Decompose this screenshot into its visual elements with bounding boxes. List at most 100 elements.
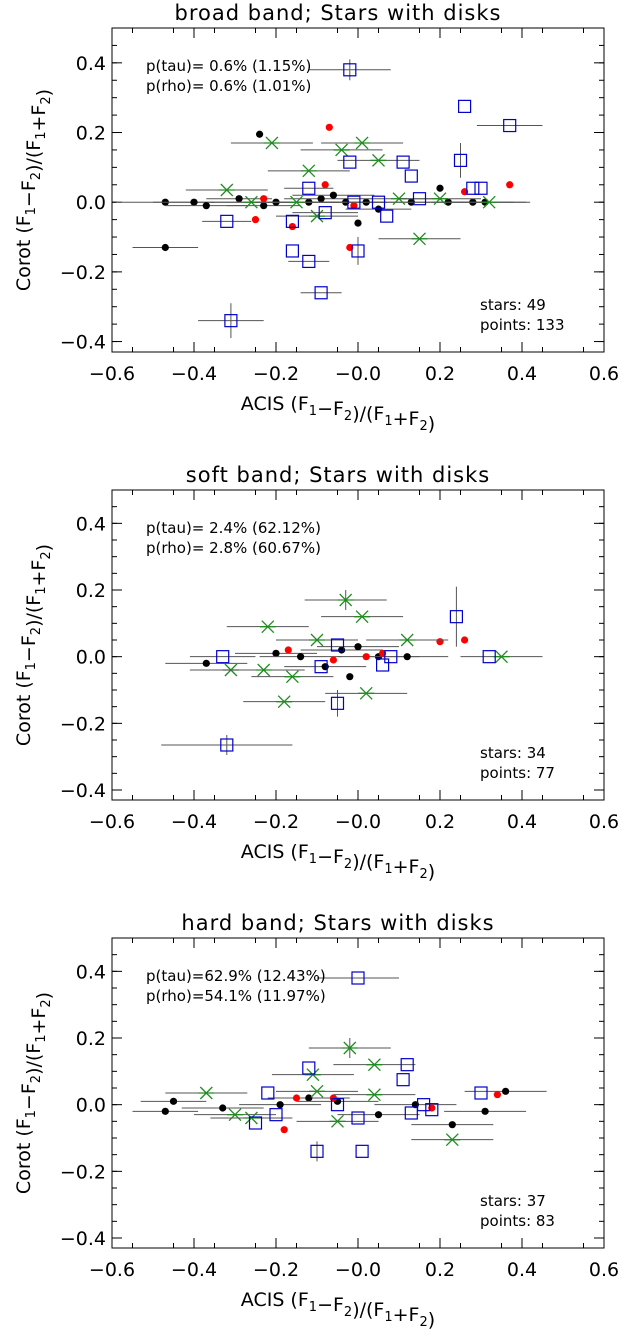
- point-marker: [444, 1133, 461, 1147]
- data-point-cross: [321, 610, 404, 624]
- point-marker: [285, 244, 299, 258]
- point-marker: [309, 633, 325, 647]
- point-marker: [260, 202, 268, 210]
- point-marker: [321, 181, 329, 189]
- point-marker: [411, 232, 428, 246]
- data-point-square: [453, 142, 468, 178]
- point-marker: [219, 1104, 227, 1112]
- point-marker: [399, 633, 416, 647]
- point-marker: [432, 192, 448, 206]
- point-marker: [310, 1144, 324, 1158]
- data-point-cross: [185, 183, 268, 197]
- data-point-square: [355, 1144, 369, 1158]
- point-marker: [366, 1088, 383, 1102]
- data-point-square: [376, 658, 390, 672]
- point-marker: [448, 1121, 456, 1129]
- data-point-cross: [271, 1068, 354, 1082]
- x-tick-label: −0.6: [89, 1259, 135, 1281]
- data-point-circle: [284, 663, 367, 671]
- y-axis-label: Corot (F1−F2)/(F1+F2): [13, 544, 55, 746]
- y-tick-label: 0.4: [76, 961, 106, 983]
- point-marker: [341, 1041, 358, 1055]
- point-marker: [261, 1086, 275, 1100]
- point-marker: [343, 63, 357, 77]
- data-point-square: [351, 1111, 365, 1125]
- data-point-circle: [317, 643, 399, 651]
- data-point-circle: [436, 638, 444, 646]
- count-line: points: 83: [480, 1212, 555, 1230]
- data-point-circle: [256, 130, 264, 138]
- data-point-cross: [296, 1114, 379, 1128]
- data-point-square: [404, 169, 418, 183]
- point-marker: [354, 219, 362, 227]
- y-tick-label: −0.4: [60, 1228, 106, 1250]
- point-marker: [370, 153, 387, 167]
- point-marker: [366, 1058, 383, 1072]
- y-tick-label: 0.0: [76, 647, 106, 669]
- data-point-circle: [288, 222, 296, 231]
- point-marker: [493, 1091, 501, 1099]
- point-marker: [272, 649, 280, 657]
- stat-line: p(tau)=62.9% (12.43%): [146, 967, 326, 985]
- data-point-square: [466, 181, 480, 195]
- data-point-circle: [444, 1107, 527, 1115]
- data-point-cross: [230, 136, 313, 150]
- x-tick-label: −0.0: [335, 363, 381, 385]
- count-line: points: 77: [480, 764, 555, 782]
- point-marker: [284, 670, 301, 684]
- point-marker: [227, 1108, 243, 1122]
- point-marker: [425, 1103, 439, 1117]
- data-point-circle: [140, 1097, 207, 1105]
- data-point-square: [482, 650, 496, 664]
- data-point-circle: [354, 219, 362, 227]
- data-point-cross: [304, 590, 387, 610]
- point-marker: [198, 1086, 215, 1100]
- point-marker: [351, 1111, 365, 1125]
- y-tick-label: 0.2: [76, 1028, 106, 1050]
- data-point-square: [248, 1116, 263, 1130]
- data-point-square: [261, 1086, 275, 1100]
- data-point-square: [474, 181, 488, 195]
- data-point-circle: [506, 181, 514, 189]
- y-tick-label: −0.2: [60, 713, 106, 735]
- data-point-square: [400, 1058, 414, 1072]
- point-marker: [351, 244, 365, 258]
- data-point-cross: [210, 1111, 293, 1125]
- data-point-square: [330, 638, 345, 652]
- data-point-cross: [165, 1086, 248, 1100]
- x-tick-label: 0.6: [589, 363, 619, 385]
- stat-line: p(tau)= 0.6% (1.15%): [146, 57, 311, 75]
- point-marker: [466, 181, 480, 195]
- point-marker: [304, 1068, 321, 1082]
- point-marker: [374, 1111, 383, 1119]
- point-marker: [351, 971, 365, 985]
- point-marker: [358, 686, 375, 700]
- point-marker: [243, 1111, 260, 1125]
- data-point-square: [330, 690, 345, 717]
- data-point-circle: [436, 184, 444, 192]
- x-axis-label: ACIS (F1−F2)/(F1+F2): [241, 841, 435, 883]
- point-marker: [276, 695, 293, 709]
- count-line: points: 133: [480, 316, 565, 334]
- point-marker: [202, 659, 210, 667]
- point-marker: [333, 143, 350, 157]
- point-marker: [481, 1107, 489, 1115]
- point-marker: [474, 1086, 488, 1100]
- data-point-circle: [226, 202, 301, 210]
- data-point-circle: [493, 1091, 501, 1099]
- point-marker: [371, 195, 386, 209]
- point-marker: [259, 620, 276, 634]
- point-marker: [302, 1061, 316, 1075]
- data-point-square: [396, 155, 410, 169]
- x-tick-label: 0.6: [589, 1259, 619, 1281]
- point-marker: [502, 1087, 510, 1095]
- point-marker: [314, 286, 328, 300]
- data-point-circle: [292, 191, 375, 199]
- point-marker: [436, 638, 444, 646]
- data-point-cross: [276, 633, 358, 647]
- point-marker: [255, 663, 272, 677]
- data-point-square: [285, 214, 299, 228]
- chart-panel-1: broad band; Stars with disks −0.6 −0.4 −0.2…: [13, 1, 619, 435]
- data-point-circle: [329, 1094, 337, 1102]
- point-marker: [355, 1144, 369, 1158]
